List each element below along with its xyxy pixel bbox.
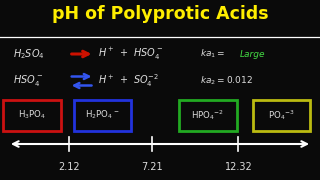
FancyBboxPatch shape	[74, 100, 131, 130]
Text: $ka_2 = 0.012$: $ka_2 = 0.012$	[200, 75, 253, 87]
Text: 2.12: 2.12	[58, 162, 80, 172]
Text: $H^+\ +\ SO_4^{-2}$: $H^+\ +\ SO_4^{-2}$	[98, 73, 159, 89]
Text: pH of Polyprotic Acids: pH of Polyprotic Acids	[52, 5, 268, 23]
Text: HPO$_4$$^{-2}$: HPO$_4$$^{-2}$	[191, 108, 225, 122]
Text: 12.32: 12.32	[225, 162, 252, 172]
Text: $HSO_4^-$: $HSO_4^-$	[13, 73, 43, 89]
Text: $H^+\ +\ HSO_4^-$: $H^+\ +\ HSO_4^-$	[98, 46, 163, 62]
Text: PO$_4$$^{-3}$: PO$_4$$^{-3}$	[268, 108, 295, 122]
FancyBboxPatch shape	[179, 100, 237, 130]
FancyBboxPatch shape	[253, 100, 310, 130]
Text: $ka_1 =$: $ka_1 =$	[200, 48, 225, 60]
Text: $H_2SO_4$: $H_2SO_4$	[13, 47, 44, 61]
Text: H$_2$PO$_4$$^-$: H$_2$PO$_4$$^-$	[85, 109, 120, 122]
FancyBboxPatch shape	[3, 100, 61, 130]
Text: Large: Large	[240, 50, 266, 59]
Text: 7.21: 7.21	[141, 162, 163, 172]
Text: H$_3$PO$_4$: H$_3$PO$_4$	[18, 109, 46, 122]
